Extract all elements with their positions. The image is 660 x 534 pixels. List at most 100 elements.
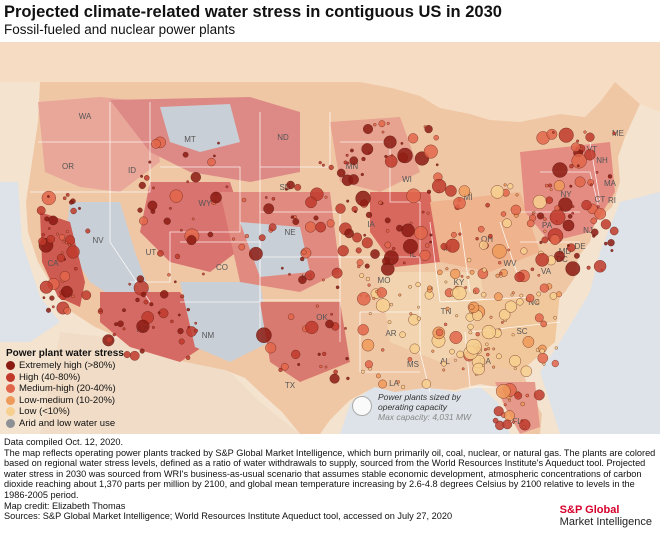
power-plant-marker — [479, 240, 489, 250]
power-plant-marker — [178, 338, 185, 345]
state-label-ok: OK — [316, 313, 328, 322]
power-plant-marker — [56, 253, 66, 263]
power-plant-marker — [480, 292, 487, 298]
power-plant-marker — [498, 261, 502, 265]
power-plant-marker — [315, 304, 319, 308]
power-plant-marker — [363, 124, 373, 134]
state-label-wy: WY — [199, 199, 213, 208]
power-plant-marker — [44, 216, 50, 222]
power-plant-marker — [488, 233, 493, 239]
power-plant-marker — [62, 240, 66, 244]
power-plant-marker — [355, 190, 371, 207]
power-plant-marker — [502, 218, 512, 228]
power-plant-marker — [484, 348, 487, 351]
power-plant-marker — [511, 291, 515, 295]
power-plant-marker — [149, 302, 154, 307]
power-plant-marker — [318, 161, 322, 165]
notes-description: The map reflects operating power plants … — [4, 447, 656, 500]
mexico-region — [40, 332, 300, 434]
power-plant-marker — [454, 358, 457, 362]
power-plant-marker — [151, 139, 161, 149]
power-plant-marker — [409, 312, 413, 316]
power-plant-marker — [61, 285, 73, 298]
power-plant-marker — [553, 315, 557, 320]
power-plant-marker — [520, 365, 532, 377]
state-label-de: DE — [574, 242, 585, 251]
state-label-wa: WA — [79, 112, 92, 121]
legend-item-low-medium: Low-medium (10-20%) — [6, 395, 156, 407]
power-plant-marker — [152, 186, 155, 190]
power-plant-marker — [554, 205, 560, 211]
power-plant-marker — [503, 183, 507, 187]
power-plant-marker — [554, 250, 565, 262]
power-plant-marker — [553, 180, 565, 192]
state-line — [439, 296, 531, 303]
power-plant-marker — [329, 373, 340, 384]
power-plant-marker — [241, 197, 247, 203]
power-plant-marker — [345, 153, 349, 157]
power-plant-marker — [525, 393, 530, 398]
power-plant-marker — [46, 307, 51, 313]
power-plant-marker — [322, 278, 325, 282]
power-plant-marker — [389, 302, 394, 307]
power-plant-marker — [151, 325, 155, 329]
power-plant-marker — [551, 359, 559, 368]
power-plant-marker — [122, 308, 126, 313]
power-plant-marker — [207, 157, 216, 167]
power-plant-marker — [122, 327, 126, 331]
power-plant-marker — [467, 323, 474, 330]
power-plant-marker — [537, 212, 544, 220]
power-plant-marker — [292, 218, 300, 225]
power-plant-marker — [238, 243, 246, 251]
state-label-oh: OH — [481, 235, 493, 244]
state-label-wv: WV — [504, 259, 518, 268]
power-plant-marker — [363, 233, 367, 237]
power-plant-marker — [435, 328, 444, 337]
power-plant-marker — [42, 296, 46, 300]
power-plant-marker — [287, 313, 295, 320]
power-plant-marker — [493, 406, 504, 417]
power-plant-marker — [133, 280, 149, 296]
state-label-ms: MS — [407, 360, 419, 369]
power-plant-marker — [186, 235, 197, 246]
legend-item-high: High (40-80%) — [6, 372, 156, 384]
state-label-la: LA — [389, 379, 399, 388]
state-label-ct: CT — [595, 195, 606, 204]
power-plant-marker — [140, 174, 144, 178]
power-plant-marker — [105, 336, 113, 344]
power-plant-marker — [278, 367, 283, 372]
legend-label: Arid and low water use — [19, 417, 116, 429]
power-plant-marker — [541, 236, 549, 244]
power-plant-marker — [401, 223, 415, 238]
us-water-stress-map: WAORCANVIDMTWYUTAZCONMNDSDNEKSOKTXMNIAMO… — [0, 42, 660, 434]
power-plant-marker — [294, 183, 302, 191]
power-plant-marker — [514, 271, 525, 283]
region-extreme-wyoming — [140, 182, 250, 272]
region-extreme-arizona — [100, 292, 210, 362]
legend-title: Power plant water stress — [6, 348, 124, 359]
power-plant-marker — [335, 203, 346, 214]
power-plant-marker — [304, 270, 315, 281]
power-plant-marker — [585, 132, 595, 142]
power-plant-marker — [445, 306, 450, 311]
power-plant-marker — [140, 291, 147, 298]
power-plant-marker — [148, 160, 152, 164]
state-label-ca: CA — [47, 259, 59, 268]
power-plant-marker — [186, 180, 190, 184]
power-plant-marker — [352, 232, 362, 243]
power-plant-marker — [70, 207, 77, 215]
pacific-ocean — [0, 182, 60, 342]
power-plant-marker — [571, 211, 575, 215]
power-plant-marker — [385, 229, 390, 233]
power-plant-marker — [319, 364, 323, 369]
power-plant-marker — [185, 355, 191, 360]
power-plant-marker — [396, 224, 403, 232]
power-plant-marker — [584, 149, 596, 161]
power-plant-marker — [300, 256, 305, 262]
power-plant-marker — [549, 234, 561, 245]
power-plant-marker — [569, 164, 574, 169]
power-plant-marker — [48, 215, 58, 226]
power-plant-marker — [496, 353, 502, 360]
power-plant-marker — [398, 293, 402, 297]
power-plant-marker — [60, 251, 64, 255]
